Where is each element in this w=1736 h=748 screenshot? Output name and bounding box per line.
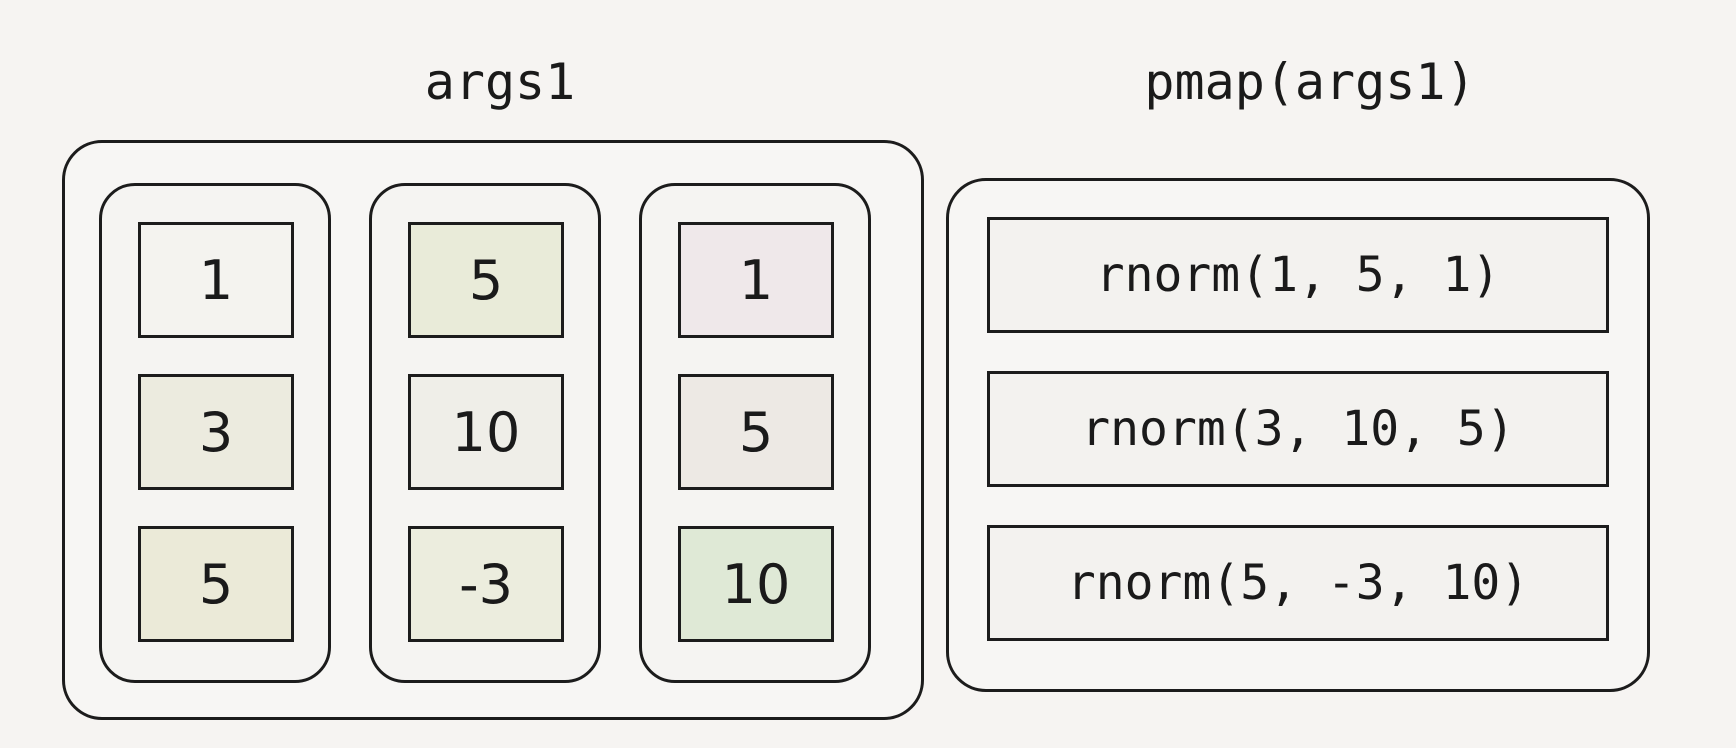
- pmap-result-container: rnorm(1, 5, 1) rnorm(3, 10, 5) rnorm(5, …: [946, 178, 1650, 692]
- value-cell: 1: [678, 222, 834, 338]
- args1-list-container: 1 3 5 5 10 -3 1 5 10: [62, 140, 924, 720]
- value-cell: 5: [138, 526, 294, 642]
- args1-column-3: 1 5 10: [639, 183, 871, 683]
- rnorm-call: rnorm(1, 5, 1): [987, 217, 1609, 333]
- value-cell: 5: [678, 374, 834, 490]
- rnorm-call: rnorm(5, -3, 10): [987, 525, 1609, 641]
- value-cell: 10: [678, 526, 834, 642]
- value-cell: 10: [408, 374, 564, 490]
- pmap-args1-title: pmap(args1): [1144, 53, 1476, 111]
- value-cell: 3: [138, 374, 294, 490]
- rnorm-call: rnorm(3, 10, 5): [987, 371, 1609, 487]
- args1-column-1: 1 3 5: [99, 183, 331, 683]
- value-cell: 5: [408, 222, 564, 338]
- value-cell: -3: [408, 526, 564, 642]
- value-cell: 1: [138, 222, 294, 338]
- args1-column-2: 5 10 -3: [369, 183, 601, 683]
- args1-title: args1: [424, 53, 576, 111]
